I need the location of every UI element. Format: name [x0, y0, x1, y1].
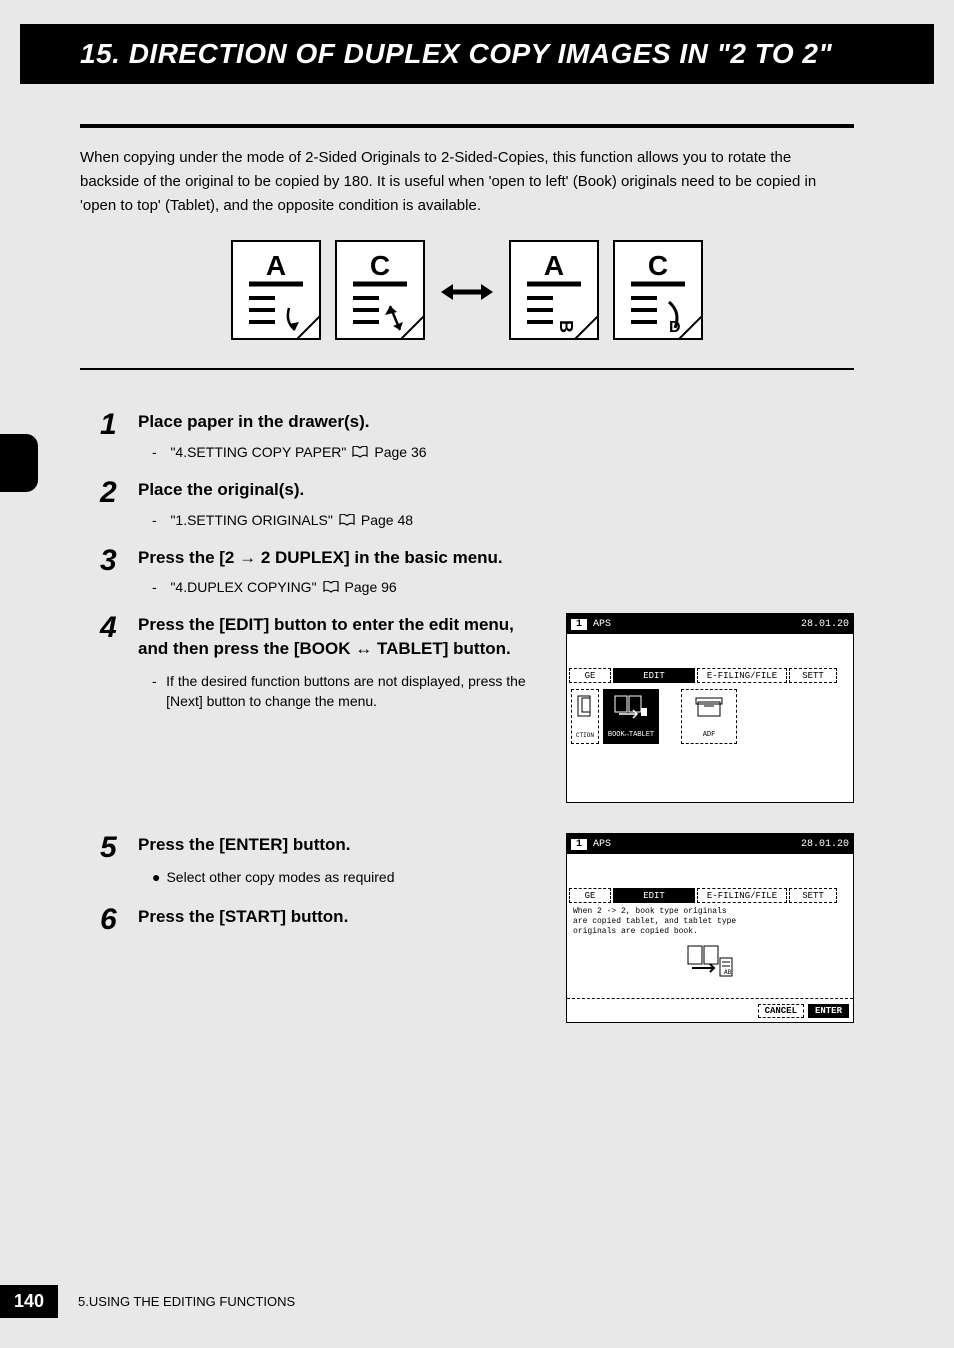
tab-ge[interactable]: GE: [569, 888, 611, 903]
book-icon: [352, 446, 368, 458]
cancel-button[interactable]: CANCEL: [758, 1004, 804, 1018]
double-arrow-icon: [439, 277, 495, 307]
step-3: 3 Press the [2 → 2 DUPLEX] in the basic …: [100, 546, 854, 604]
step-4: 4 Press the [EDIT] button to enter the e…: [100, 613, 542, 719]
page-title: 15. DIRECTION OF DUPLEX COPY IMAGES IN "…: [80, 38, 934, 70]
svg-text:C: C: [648, 250, 668, 281]
book-tablet-button[interactable]: BOOK↔TABLET: [603, 689, 659, 744]
step-2: 2 Place the original(s). - "1.SETTING OR…: [100, 478, 854, 536]
slot-indicator: 1: [571, 619, 587, 630]
aps-label: APS: [593, 839, 611, 850]
date-label: 28.01.20: [801, 619, 849, 630]
svg-text:C: C: [370, 250, 390, 281]
page-c-1: C: [335, 240, 425, 344]
page-number: 140: [0, 1285, 58, 1318]
step-bullet: ● Select other copy modes as required: [152, 867, 542, 887]
step-number: 6: [100, 905, 124, 935]
step-reference: - "4.DUPLEX COPYING" Page 96: [152, 579, 854, 595]
section-tab: [0, 434, 38, 492]
step-number: 5: [100, 833, 124, 895]
slot-indicator: 1: [571, 839, 587, 850]
intro-text: When copying under the mode of 2-Sided O…: [80, 146, 854, 218]
step-5: 5 Press the [ENTER] button. ● Select oth…: [100, 833, 542, 895]
step-number: 3: [100, 546, 124, 604]
divider: [80, 124, 854, 128]
screenshot-message: When 2 -> 2, book type originals are cop…: [567, 903, 853, 938]
screenshot-confirm: 1 APS 28.01.20 GE EDIT E-FILING/FILE SET…: [566, 833, 854, 1023]
aps-label: APS: [593, 619, 611, 630]
divider: [80, 368, 854, 370]
svg-text:A: A: [544, 250, 564, 281]
step-title: Press the [ENTER] button.: [138, 833, 542, 857]
step-6: 6 Press the [START] button.: [100, 905, 542, 935]
adf-button[interactable]: ADF: [681, 689, 737, 744]
step-title: Press the [START] button.: [138, 905, 542, 929]
enter-button[interactable]: ENTER: [808, 1004, 849, 1018]
svg-text:AB: AB: [724, 969, 732, 976]
screenshot-edit-menu: 1 APS 28.01.20 GE EDIT E-FILING/FILE SET…: [566, 613, 854, 803]
tab-sett[interactable]: SETT: [789, 888, 837, 903]
tab-efiling[interactable]: E-FILING/FILE: [697, 888, 787, 903]
step-title: Place paper in the drawer(s).: [138, 410, 854, 434]
duplex-diagram: A C: [80, 240, 854, 344]
tab-efiling[interactable]: E-FILING/FILE: [697, 668, 787, 683]
svg-text:A: A: [266, 250, 286, 281]
step-number: 4: [100, 613, 124, 719]
tab-ge[interactable]: GE: [569, 668, 611, 683]
step-reference: - "4.SETTING COPY PAPER" Page 36: [152, 444, 854, 460]
book-icon: [339, 514, 355, 526]
step-title: Press the [2 → 2 DUPLEX] in the basic me…: [138, 546, 854, 570]
tab-edit[interactable]: EDIT: [613, 668, 695, 683]
step-title: Press the [EDIT] button to enter the edi…: [138, 613, 542, 661]
step-number: 2: [100, 478, 124, 536]
book-tablet-icon: AB: [567, 938, 853, 998]
tab-sett[interactable]: SETT: [789, 668, 837, 683]
step-number: 1: [100, 410, 124, 468]
page-c-2: C D: [613, 240, 703, 344]
ction-button[interactable]: CTION: [571, 689, 599, 744]
step-note: - If the desired function buttons are no…: [152, 671, 542, 712]
svg-text:D: D: [669, 319, 681, 336]
chapter-label: 5.USING THE EDITING FUNCTIONS: [78, 1294, 295, 1309]
page-footer: 140 5.USING THE EDITING FUNCTIONS: [0, 1285, 295, 1318]
step-1: 1 Place paper in the drawer(s). - "4.SET…: [100, 410, 854, 468]
page-title-bar: 15. DIRECTION OF DUPLEX COPY IMAGES IN "…: [20, 24, 934, 84]
book-icon: [323, 581, 339, 593]
tab-edit[interactable]: EDIT: [613, 888, 695, 903]
step-reference: - "1.SETTING ORIGINALS" Page 48: [152, 512, 854, 528]
page-a-1: A: [231, 240, 321, 344]
step-title: Place the original(s).: [138, 478, 854, 502]
svg-text:B: B: [556, 320, 576, 333]
date-label: 28.01.20: [801, 839, 849, 850]
page-a-2: A B: [509, 240, 599, 344]
